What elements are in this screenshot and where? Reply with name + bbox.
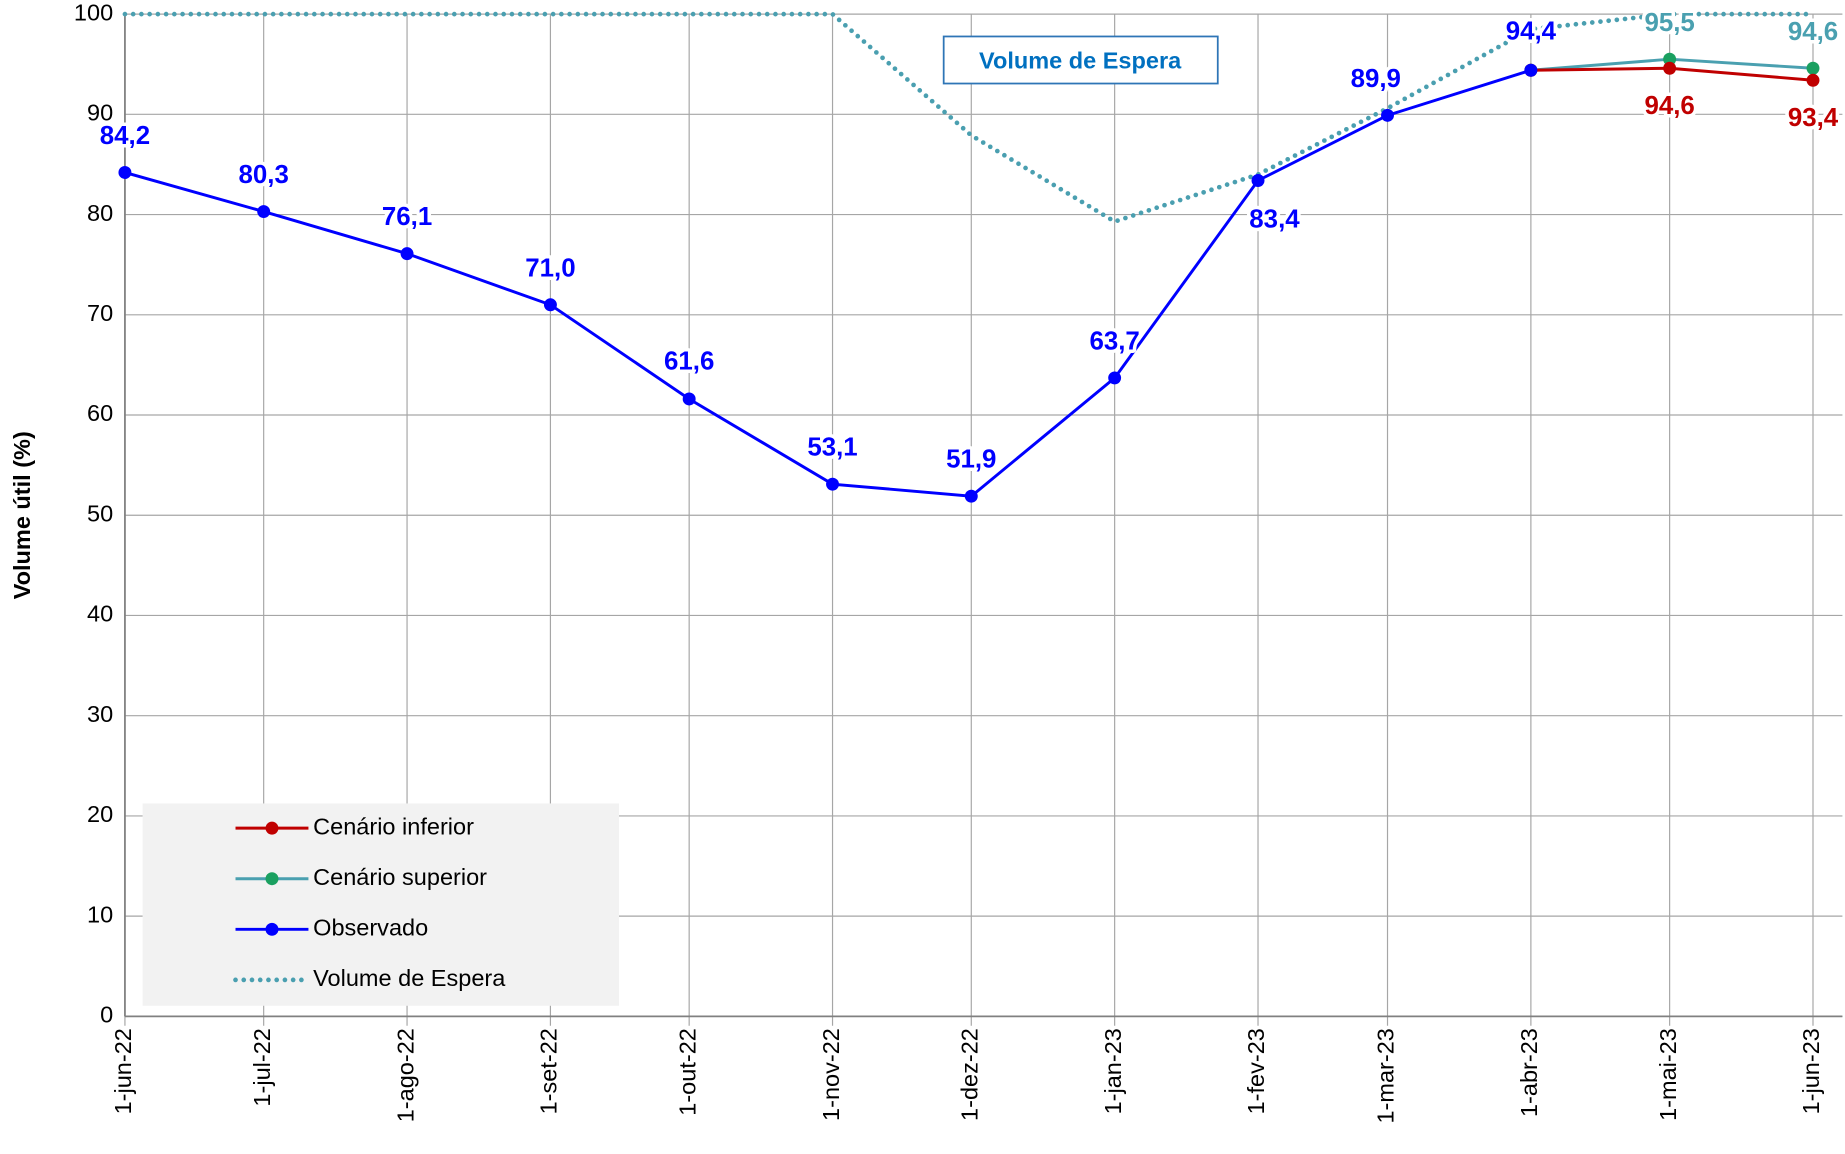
legend-label: Observado <box>313 915 428 941</box>
marker <box>826 477 840 491</box>
x-tick-label: 1-mai-23 <box>1655 1028 1681 1121</box>
x-tick-label: 1-jun-23 <box>1798 1028 1824 1114</box>
marker <box>1806 61 1820 75</box>
data-label: 61,6 <box>664 347 714 375</box>
grid: 0 10 20 30 40 50 60 70 80 90 100 1-jun-22 1-jul-22 1-… <box>74 0 1843 1124</box>
marker <box>400 247 414 261</box>
x-tick-label: 1-mar-23 <box>1373 1028 1399 1123</box>
legend-marker <box>265 872 279 886</box>
data-label: 94,6 <box>1788 18 1838 46</box>
marker <box>1108 371 1122 385</box>
marker <box>1663 52 1677 66</box>
data-label: 71,0 <box>525 254 575 282</box>
series-lines <box>118 11 1820 503</box>
x-tick-label: 1-nov-22 <box>818 1028 844 1121</box>
legend-label: Volume de Espera <box>313 965 506 991</box>
marker <box>118 166 132 179</box>
x-tick-label: 1-jan-23 <box>1100 1028 1126 1114</box>
marker <box>964 489 978 503</box>
x-tick-label: 1-fev-23 <box>1243 1028 1269 1114</box>
y-tick-label: 50 <box>87 500 113 526</box>
annotation: Volume de Espera <box>979 48 1182 74</box>
legend: Cenário inferior Cenário superior Observad… <box>142 803 620 1006</box>
x-tick-label: 1-out-22 <box>674 1028 700 1116</box>
marker <box>1663 61 1677 75</box>
annotation-box <box>942 35 1219 85</box>
y-tick-label: 90 <box>87 100 113 126</box>
marker <box>257 205 271 219</box>
marker <box>1381 108 1394 122</box>
legend-marker <box>265 922 279 936</box>
marker <box>1524 63 1538 77</box>
marker <box>543 298 557 312</box>
data-label: 80,3 <box>239 161 289 189</box>
y-tick-label: 100 <box>74 0 113 25</box>
marker <box>682 392 696 406</box>
x-tick-label: 1-set-22 <box>536 1028 562 1114</box>
legend-label: Cenário superior <box>313 864 487 890</box>
data-label: 76,1 <box>382 203 432 231</box>
y-tick-label: 80 <box>87 200 113 226</box>
x-tick-label: 1-abr-23 <box>1516 1028 1542 1117</box>
data-label: 83,4 <box>1249 205 1300 233</box>
data-label: 93,4 <box>1788 104 1839 132</box>
x-tick-label: 1-dez-22 <box>956 1028 982 1121</box>
y-tick-label: 10 <box>87 901 113 927</box>
x-tick-label: 1-jun-22 <box>110 1028 136 1114</box>
y-tick-label: 40 <box>87 601 113 627</box>
legend-marker <box>265 821 279 835</box>
series-line <box>122 11 1816 225</box>
x-tick-label: 1-ago-22 <box>392 1028 418 1122</box>
x-tick-label: 1-jul-22 <box>249 1028 275 1106</box>
data-labels: 95,5 94,6 94,6 93,4 84,2 80,3 76,1 71,0 61,6 53,1… <box>96 5 1842 477</box>
data-label: 63,7 <box>1089 327 1139 355</box>
y-tick-label: 0 <box>100 1002 113 1028</box>
y-tick-label: 60 <box>87 400 113 426</box>
marker <box>1806 73 1820 87</box>
data-label: 53,1 <box>807 434 857 462</box>
y-tick-label: 20 <box>87 801 113 827</box>
data-label: 89,9 <box>1351 65 1401 93</box>
legend-box <box>142 803 620 1006</box>
y-tick-label: 70 <box>87 300 113 326</box>
marker <box>1251 174 1265 187</box>
y-axis-title: Volume útil (%) <box>9 431 35 599</box>
data-label: 95,5 <box>1644 9 1694 37</box>
data-label: 51,9 <box>946 446 996 474</box>
data-label: 94,4 <box>1506 17 1557 45</box>
data-label: 94,6 <box>1644 92 1694 120</box>
data-label: 84,2 <box>100 122 150 150</box>
y-tick-label: 30 <box>87 701 113 727</box>
legend-label: Cenário inferior <box>313 813 474 839</box>
